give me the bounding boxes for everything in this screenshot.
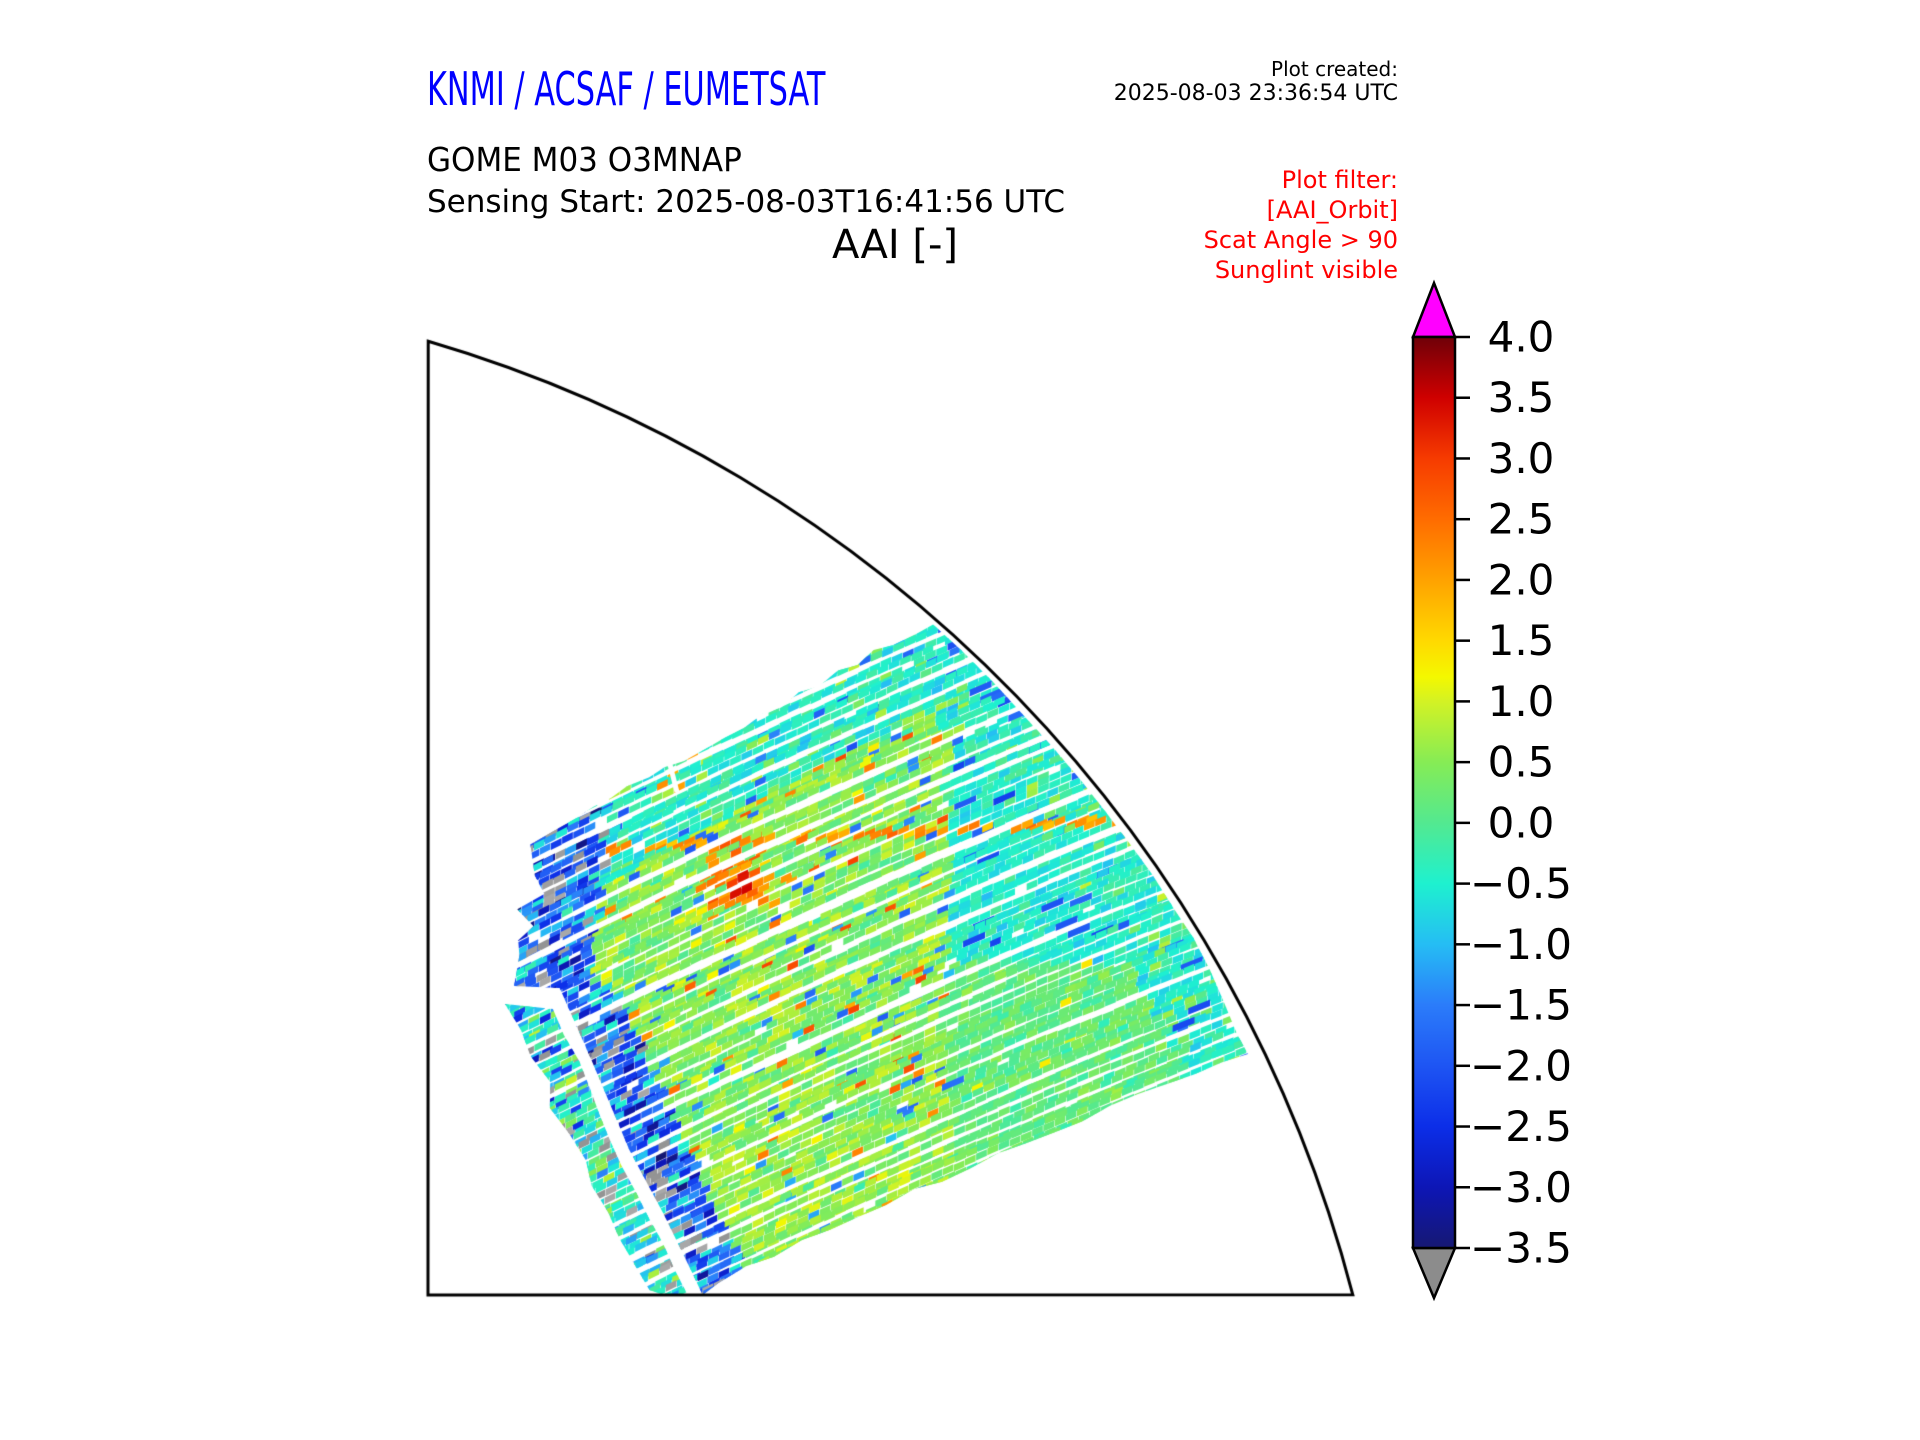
filter-line: Sunglint visible (1214, 256, 1398, 284)
filter-line: [AAI_Orbit] (1266, 196, 1398, 224)
org-title: KNMI / ACSAF / EUMETSAT (427, 62, 826, 116)
sensing-start: Sensing Start: 2025-08-03T16:41:56 UTC (427, 184, 1065, 220)
filter-line: Plot filter: (1281, 166, 1398, 194)
plot-created-block: Plot created: 2025-08-03 23:36:54 UTC (1114, 57, 1398, 107)
product-title: GOME M03 O3MNAP (427, 140, 742, 179)
plot-created-label: Plot created: (1271, 57, 1398, 81)
units-title: AAI [-] (832, 222, 958, 268)
plot-created-time: 2025-08-03 23:36:54 UTC (1113, 81, 1398, 106)
plot-filter-block: Plot filter: [AAI_Orbit] Scat Angle > 90… (1204, 165, 1398, 285)
filter-line: Scat Angle > 90 (1203, 226, 1398, 254)
